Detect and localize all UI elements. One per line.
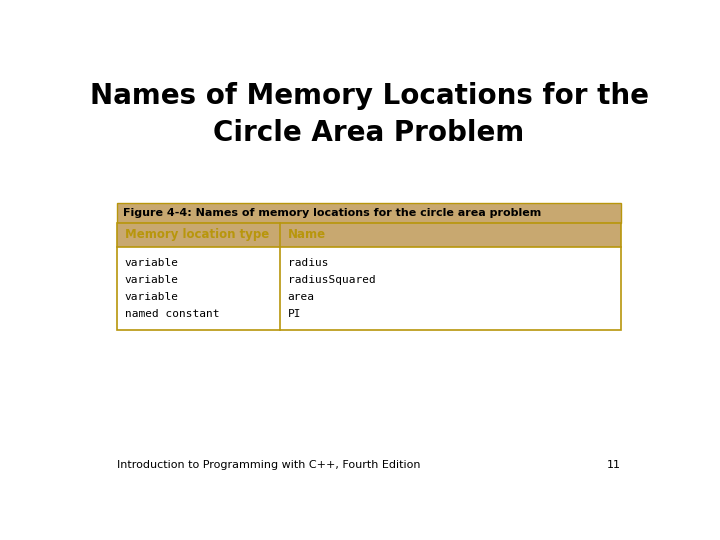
Text: area: area bbox=[287, 292, 315, 301]
Text: PI: PI bbox=[287, 308, 301, 319]
Text: Figure 4-4: Names of memory locations for the circle area problem: Figure 4-4: Names of memory locations fo… bbox=[123, 208, 541, 218]
Text: variable: variable bbox=[125, 275, 179, 285]
Bar bbox=[117, 224, 621, 247]
Text: Memory location type: Memory location type bbox=[125, 228, 269, 241]
Text: Names of Memory Locations for the
Circle Area Problem: Names of Memory Locations for the Circle… bbox=[89, 83, 649, 147]
Bar bbox=[117, 204, 621, 224]
Bar bbox=[117, 224, 621, 330]
Text: variable: variable bbox=[125, 292, 179, 301]
Bar bbox=[117, 204, 621, 224]
Bar bbox=[117, 247, 621, 330]
Text: Introduction to Programming with C++, Fourth Edition: Introduction to Programming with C++, Fo… bbox=[117, 460, 420, 470]
Text: radiusSquared: radiusSquared bbox=[287, 275, 375, 285]
Text: 11: 11 bbox=[607, 460, 621, 470]
Text: Name: Name bbox=[287, 228, 325, 241]
Text: named constant: named constant bbox=[125, 308, 220, 319]
Text: radius: radius bbox=[287, 258, 328, 268]
Text: variable: variable bbox=[125, 258, 179, 268]
